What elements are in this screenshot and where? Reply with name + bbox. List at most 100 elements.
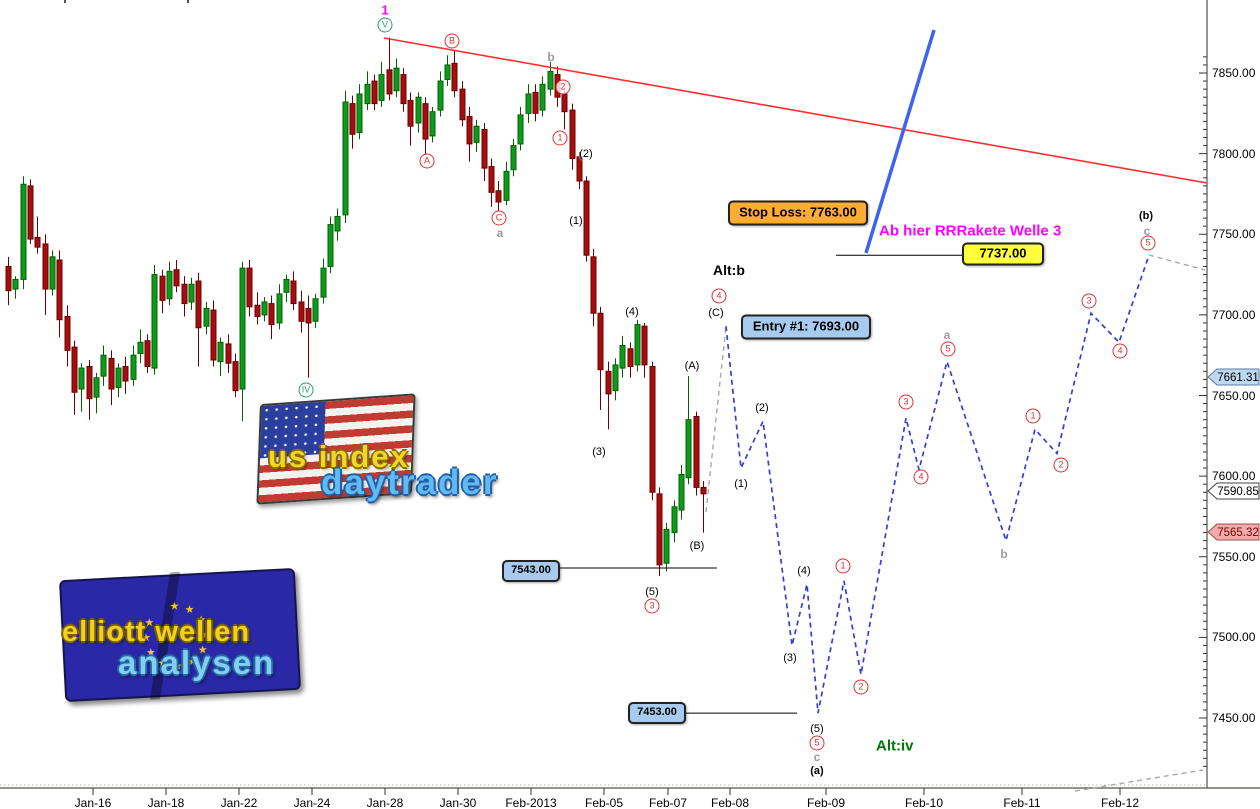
chart-annotation: Ab hier RRRakete Welle 3 bbox=[879, 222, 1062, 240]
candle-bullish bbox=[517, 114, 524, 145]
price-axis-badge bbox=[1207, 482, 1260, 500]
candle-bullish bbox=[12, 278, 19, 290]
candle-bearish bbox=[451, 62, 458, 92]
wave-label: (C) bbox=[708, 307, 724, 319]
candle-bullish bbox=[100, 354, 107, 377]
wave-label: 1 bbox=[1025, 408, 1041, 424]
candle-bullish bbox=[429, 111, 436, 137]
wave-label: 3 bbox=[1081, 293, 1097, 309]
candle-bullish bbox=[539, 83, 546, 111]
candle-bullish bbox=[49, 256, 56, 290]
candle-bullish bbox=[415, 96, 422, 124]
candle-bearish bbox=[693, 415, 700, 488]
wave-label: 2 bbox=[853, 679, 869, 695]
date-axis-label: Feb-07 bbox=[648, 796, 688, 809]
candle-bullish bbox=[378, 74, 385, 101]
candle-bullish bbox=[151, 274, 158, 369]
wave-label: b bbox=[547, 50, 555, 64]
chart-annotation: Alt:iv bbox=[876, 737, 914, 755]
gray-dashed-projection bbox=[1148, 254, 1206, 271]
cropped-text-artifact bbox=[64, 0, 66, 3]
candle-bearish bbox=[290, 280, 297, 305]
price-axis-label: 7800.00 bbox=[1212, 146, 1256, 161]
candle-bearish bbox=[466, 116, 473, 145]
candle-bullish bbox=[473, 125, 480, 143]
us-logo-line2: daytrader bbox=[321, 463, 499, 502]
wave-label: (a) bbox=[810, 765, 824, 777]
steep-blue-trendline bbox=[864, 29, 936, 254]
candle-bearish bbox=[700, 486, 707, 495]
price-axis-badge bbox=[1207, 523, 1260, 541]
candle-bullish bbox=[444, 64, 451, 80]
candle-bullish bbox=[671, 506, 678, 534]
eu-star-icon: ★ bbox=[184, 603, 195, 617]
candle-bearish bbox=[173, 269, 180, 287]
date-axis-label: Feb-2013 bbox=[505, 796, 557, 809]
candle-bearish bbox=[254, 304, 261, 317]
candle-bearish bbox=[627, 348, 634, 367]
candle-bullish bbox=[203, 307, 210, 327]
price-axis-label: 7650.00 bbox=[1212, 388, 1256, 403]
candle-bearish bbox=[159, 275, 166, 301]
candle-bearish bbox=[122, 365, 129, 382]
candle-bullish bbox=[283, 278, 290, 293]
candle-bearish bbox=[349, 103, 356, 135]
price-axis-label: 7450.00 bbox=[1212, 711, 1256, 725]
candle-bearish bbox=[64, 315, 71, 351]
candle-bullish bbox=[393, 67, 400, 92]
wave-label: 3 bbox=[898, 394, 914, 410]
candle-bearish bbox=[34, 236, 41, 248]
candle-bullish bbox=[78, 367, 85, 390]
wave-label: 5 bbox=[1140, 235, 1156, 251]
candle-bearish bbox=[495, 190, 502, 203]
wave-label: a bbox=[496, 226, 504, 240]
price-axis-badge-value: 7565.32 bbox=[1217, 527, 1259, 539]
candle-bullish bbox=[525, 93, 532, 114]
wave-label: 1 bbox=[835, 558, 851, 574]
candle-bearish bbox=[210, 309, 217, 361]
wave-label: B bbox=[444, 33, 460, 49]
us-logo-line1: us index bbox=[268, 439, 410, 474]
wave-label: (5) bbox=[810, 723, 824, 735]
candle-bearish bbox=[400, 74, 407, 105]
candle-bullish bbox=[115, 367, 122, 388]
price-axis-label: 7700.00 bbox=[1212, 307, 1256, 322]
candle-bearish bbox=[459, 88, 466, 121]
date-axis-label: Feb-05 bbox=[584, 796, 624, 809]
gray-dashed-projection bbox=[705, 325, 727, 513]
wave-label: (4) bbox=[625, 306, 639, 318]
wave-label: 1 bbox=[381, 2, 389, 18]
wave-label: 2 bbox=[555, 79, 571, 95]
candle-bearish bbox=[576, 156, 583, 182]
candle-bullish bbox=[612, 364, 619, 392]
candle-bullish bbox=[634, 324, 641, 366]
wave-label: b bbox=[1000, 547, 1008, 561]
wave-label: 5 bbox=[940, 341, 956, 357]
wave-label: 5 bbox=[809, 735, 825, 751]
descending-resistance-line bbox=[383, 37, 1208, 184]
candle-bearish bbox=[641, 325, 648, 366]
date-axis-label: Feb-10 bbox=[904, 796, 944, 809]
candle-bullish bbox=[261, 301, 268, 316]
price-axis-badge bbox=[1207, 368, 1260, 386]
price-axis-badge-value: 7661.31 bbox=[1217, 372, 1259, 384]
wave-label: (2) bbox=[579, 148, 593, 160]
us-index-daytrader-logo: us index daytrader bbox=[253, 391, 538, 521]
price-tag-7453: 7453.00 bbox=[628, 702, 686, 724]
price-axis-label: 7600.00 bbox=[1212, 469, 1256, 484]
candle-bearish bbox=[422, 103, 429, 140]
candle-bullish bbox=[510, 145, 517, 171]
date-axis-label: Feb-09 bbox=[806, 796, 846, 809]
candle-bullish bbox=[276, 293, 283, 324]
wave-label: (A) bbox=[684, 360, 700, 372]
candle-bullish bbox=[188, 283, 195, 303]
wave-label: c bbox=[1143, 224, 1151, 238]
candle-bullish bbox=[166, 270, 173, 300]
wave-label: (3) bbox=[592, 446, 606, 458]
candle-bearish bbox=[27, 185, 34, 240]
wave-label: 4 bbox=[711, 288, 727, 304]
candle-bullish bbox=[547, 70, 554, 90]
price-axis-label: 7500.00 bbox=[1212, 630, 1256, 645]
eu-logo-line1: elliott wellen bbox=[62, 616, 251, 648]
